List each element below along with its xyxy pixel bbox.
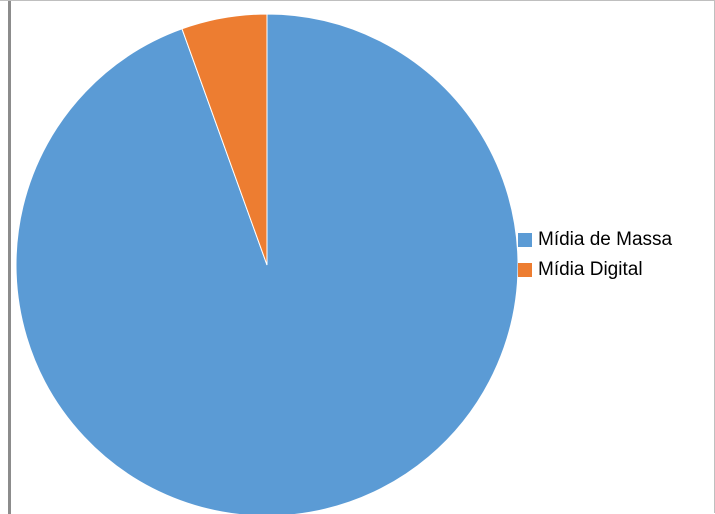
legend-label: Mídia de Massa bbox=[538, 229, 673, 250]
pie-slice-m-dia-digital bbox=[181, 13, 268, 266]
legend-swatch bbox=[518, 233, 532, 247]
pie-slices bbox=[15, 13, 519, 514]
legend-label: Mídia Digital bbox=[538, 259, 643, 280]
legend-item-midia-de-massa: Mídia de Massa bbox=[518, 225, 672, 255]
legend: Mídia de Massa Mídia Digital bbox=[518, 225, 672, 285]
legend-item-midia-digital: Mídia Digital bbox=[518, 255, 672, 285]
frame-edge bbox=[8, 1, 11, 514]
legend-swatch bbox=[518, 263, 532, 277]
